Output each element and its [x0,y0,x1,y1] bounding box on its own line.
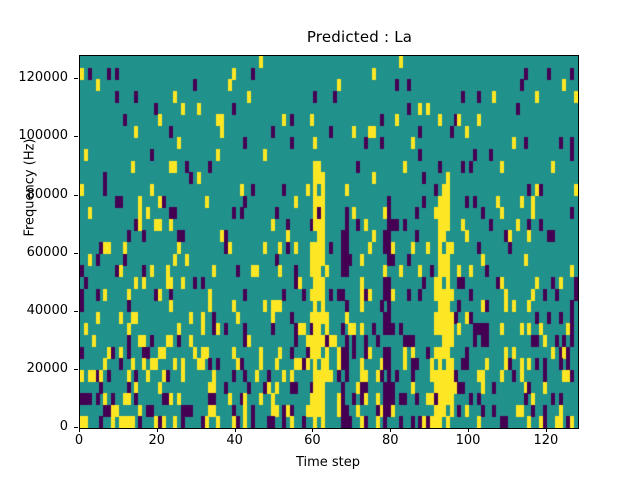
y-tick-mark [74,136,78,138]
x-tick-mark [545,428,547,432]
x-tick-mark [390,428,392,432]
y-tick-mark [74,427,78,428]
x-tick-label: 20 [148,433,166,448]
x-tick-label: 100 [455,433,481,448]
x-tick-mark [156,428,158,432]
x-tick-mark [234,428,236,432]
y-tick-label: 0 [59,419,68,434]
y-axis-label: Frequency (Hz) [22,138,38,237]
x-tick-label: 60 [304,433,321,448]
y-tick-mark [74,368,78,370]
y-tick-label: 80000 [26,186,68,202]
heatmap-axes [79,55,579,429]
y-tick-mark [74,78,78,80]
y-tick-label: 60000 [26,244,68,260]
y-tick-label: 20000 [26,360,68,376]
x-tick-label: 0 [74,433,84,448]
y-tick-mark [74,194,78,196]
x-tick-mark [79,428,80,432]
y-tick-mark [74,252,78,254]
y-tick-mark [74,310,78,312]
x-tick-label: 80 [381,433,399,448]
y-tick-label: 120000 [18,70,68,86]
x-tick-mark [468,428,470,432]
heatmap-image [80,56,578,428]
x-tick-mark [312,428,314,432]
x-tick-label: 120 [533,433,559,448]
y-tick-label: 40000 [26,302,68,318]
y-tick-label: 100000 [18,128,68,144]
chart-title: Predicted : La [306,28,413,46]
x-tick-label: 40 [226,433,243,448]
x-axis-label: Time step [295,455,361,470]
